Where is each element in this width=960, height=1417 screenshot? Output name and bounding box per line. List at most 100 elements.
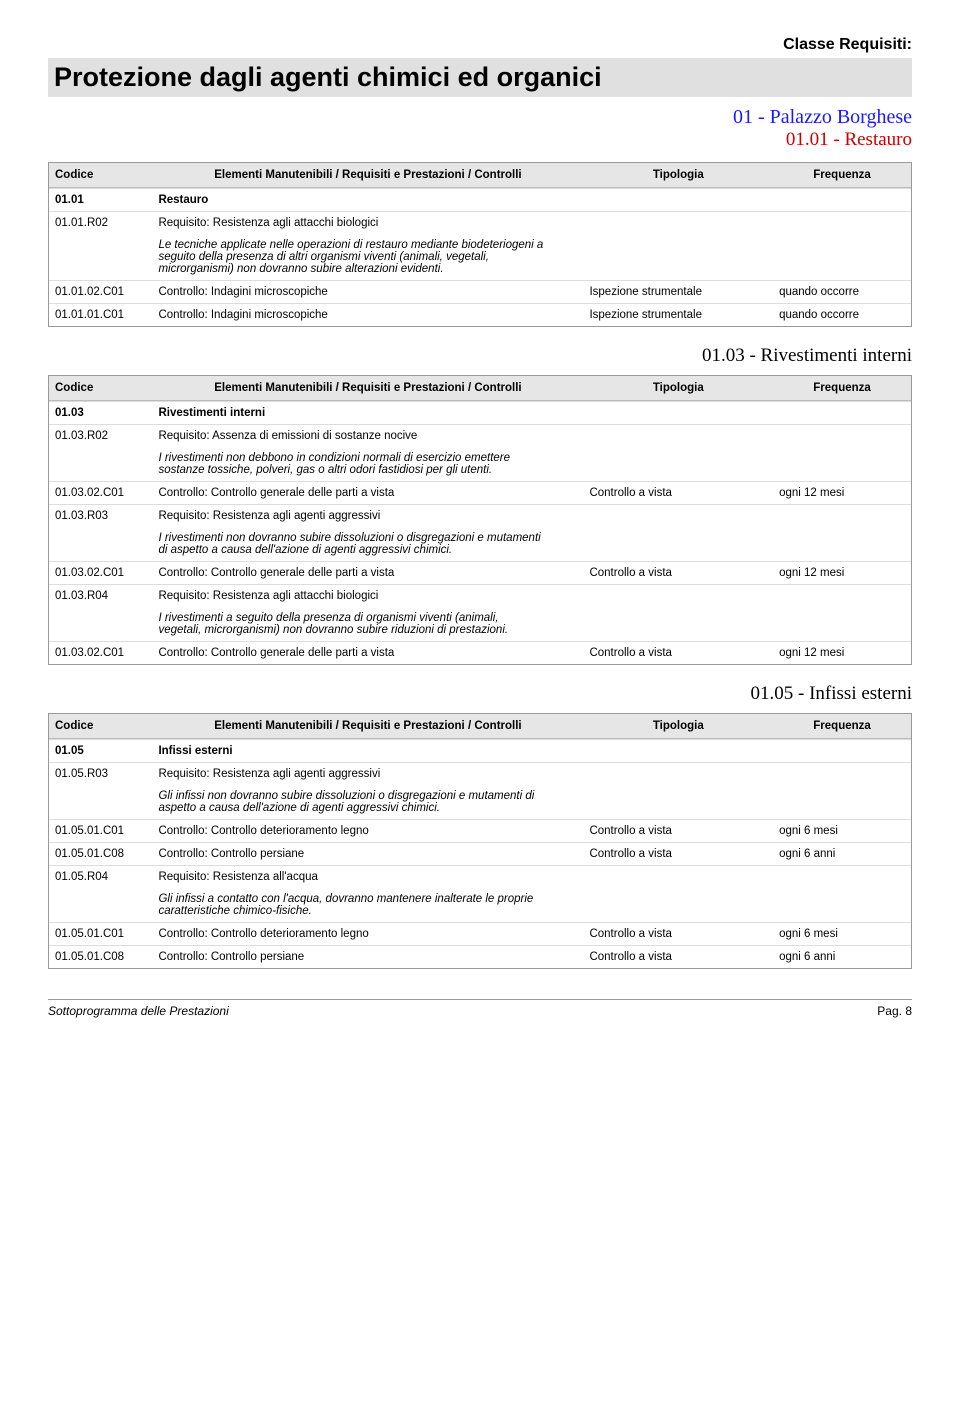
palazzo-line: 01 - Palazzo Borghese bbox=[48, 105, 912, 129]
subtitle-block: 01 - Palazzo Borghese 01.01 - Restauro bbox=[48, 105, 912, 152]
cell-description: Controllo: Controllo generale delle part… bbox=[152, 481, 583, 504]
sections-container: CodiceElementi Manutenibili / Requisiti … bbox=[48, 162, 912, 969]
cell-frequenza bbox=[773, 424, 911, 447]
table-row: I rivestimenti a seguito della presenza … bbox=[49, 607, 911, 641]
cell-description: Controllo: Indagini microscopiche bbox=[152, 303, 583, 326]
cell-tipologia: Controllo a vista bbox=[583, 819, 773, 842]
table-row: 01.03.02.C01Controllo: Controllo general… bbox=[49, 481, 911, 504]
cell-tipologia: Controllo a vista bbox=[583, 641, 773, 664]
table-row: 01.03.R04Requisito: Resistenza agli atta… bbox=[49, 584, 911, 607]
table-row: Le tecniche applicate nelle operazioni d… bbox=[49, 234, 911, 280]
table-row: 01.01.01.C01Controllo: Indagini microsco… bbox=[49, 303, 911, 326]
cell-code: 01.01 bbox=[49, 188, 152, 211]
table-row: 01.05.R04Requisito: Resistenza all'acqua bbox=[49, 865, 911, 888]
cell-frequenza bbox=[773, 211, 911, 234]
col-header-elementi: Elementi Manutenibili / Requisiti e Pres… bbox=[152, 163, 583, 188]
cell-empty bbox=[773, 785, 911, 819]
cell-empty bbox=[773, 607, 911, 641]
cell-frequenza: ogni 12 mesi bbox=[773, 641, 911, 664]
cell-code: 01.05 bbox=[49, 739, 152, 762]
col-header-frequenza: Frequenza bbox=[773, 163, 911, 188]
cell-empty bbox=[49, 234, 152, 280]
cell-code: 01.01.R02 bbox=[49, 211, 152, 234]
cell-description: Requisito: Resistenza agli agenti aggres… bbox=[152, 762, 583, 785]
col-header-tipologia: Tipologia bbox=[583, 376, 773, 401]
table-row: 01.03.R03Requisito: Resistenza agli agen… bbox=[49, 504, 911, 527]
cell-empty bbox=[583, 607, 773, 641]
cell-empty bbox=[583, 527, 773, 561]
cell-empty bbox=[583, 234, 773, 280]
table-row: I rivestimenti non debbono in condizioni… bbox=[49, 447, 911, 481]
cell-frequenza: ogni 6 mesi bbox=[773, 922, 911, 945]
cell-description: Controllo: Controllo generale delle part… bbox=[152, 641, 583, 664]
table-row: 01.03.R02Requisito: Assenza di emissioni… bbox=[49, 424, 911, 447]
cell-frequenza bbox=[773, 401, 911, 424]
cell-empty bbox=[773, 888, 911, 922]
cell-description: Gli infissi non dovranno subire dissoluz… bbox=[152, 785, 583, 819]
table-row: 01.05.01.C01Controllo: Controllo deterio… bbox=[49, 922, 911, 945]
cell-description: Controllo: Controllo generale delle part… bbox=[152, 561, 583, 584]
cell-empty bbox=[773, 447, 911, 481]
cell-code: 01.03.R03 bbox=[49, 504, 152, 527]
cell-frequenza: quando occorre bbox=[773, 303, 911, 326]
table-row: 01.05.R03Requisito: Resistenza agli agen… bbox=[49, 762, 911, 785]
page-footer: Sottoprogramma delle Prestazioni Pag. 8 bbox=[48, 999, 912, 1018]
cell-tipologia: Controllo a vista bbox=[583, 922, 773, 945]
cell-description: Restauro bbox=[152, 188, 583, 211]
cell-tipologia: Ispezione strumentale bbox=[583, 280, 773, 303]
cell-empty bbox=[583, 888, 773, 922]
cell-description: Controllo: Indagini microscopiche bbox=[152, 280, 583, 303]
cell-code: 01.01.01.C01 bbox=[49, 303, 152, 326]
section-heading: 01.05 - Infissi esterni bbox=[48, 683, 912, 705]
cell-code: 01.01.02.C01 bbox=[49, 280, 152, 303]
requirements-table: CodiceElementi Manutenibili / Requisiti … bbox=[48, 713, 912, 969]
table-row: I rivestimenti non dovranno subire disso… bbox=[49, 527, 911, 561]
cell-description: I rivestimenti non debbono in condizioni… bbox=[152, 447, 583, 481]
col-header-codice: Codice bbox=[49, 163, 152, 188]
cell-tipologia bbox=[583, 865, 773, 888]
cell-description: Le tecniche applicate nelle operazioni d… bbox=[152, 234, 583, 280]
cell-description: Infissi esterni bbox=[152, 739, 583, 762]
cell-frequenza: ogni 12 mesi bbox=[773, 561, 911, 584]
section-heading: 01.03 - Rivestimenti interni bbox=[48, 345, 912, 367]
cell-tipologia: Ispezione strumentale bbox=[583, 303, 773, 326]
cell-tipologia bbox=[583, 504, 773, 527]
cell-frequenza: ogni 6 anni bbox=[773, 945, 911, 968]
restauro-line: 01.01 - Restauro bbox=[48, 129, 912, 152]
cell-description: Rivestimenti interni bbox=[152, 401, 583, 424]
cell-description: Controllo: Controllo persiane bbox=[152, 842, 583, 865]
col-header-frequenza: Frequenza bbox=[773, 714, 911, 739]
col-header-codice: Codice bbox=[49, 376, 152, 401]
cell-tipologia bbox=[583, 211, 773, 234]
cell-code: 01.03.R02 bbox=[49, 424, 152, 447]
cell-description: Requisito: Resistenza agli agenti aggres… bbox=[152, 504, 583, 527]
table-row: 01.05Infissi esterni bbox=[49, 739, 911, 762]
cell-description: Requisito: Resistenza agli attacchi biol… bbox=[152, 211, 583, 234]
cell-empty bbox=[49, 888, 152, 922]
cell-tipologia: Controllo a vista bbox=[583, 481, 773, 504]
cell-tipologia: Controllo a vista bbox=[583, 842, 773, 865]
cell-description: Gli infissi a contatto con l'acqua, dovr… bbox=[152, 888, 583, 922]
cell-tipologia bbox=[583, 188, 773, 211]
cell-tipologia: Controllo a vista bbox=[583, 945, 773, 968]
col-header-codice: Codice bbox=[49, 714, 152, 739]
cell-description: Requisito: Resistenza all'acqua bbox=[152, 865, 583, 888]
cell-empty bbox=[49, 607, 152, 641]
col-header-tipologia: Tipologia bbox=[583, 163, 773, 188]
col-header-tipologia: Tipologia bbox=[583, 714, 773, 739]
cell-frequenza: quando occorre bbox=[773, 280, 911, 303]
cell-description: I rivestimenti non dovranno subire disso… bbox=[152, 527, 583, 561]
requirements-table: CodiceElementi Manutenibili / Requisiti … bbox=[48, 375, 912, 665]
cell-frequenza: ogni 12 mesi bbox=[773, 481, 911, 504]
cell-tipologia bbox=[583, 424, 773, 447]
cell-frequenza bbox=[773, 504, 911, 527]
col-header-elementi: Elementi Manutenibili / Requisiti e Pres… bbox=[152, 376, 583, 401]
requirements-table: CodiceElementi Manutenibili / Requisiti … bbox=[48, 162, 912, 327]
table-row: 01.05.01.C08Controllo: Controllo persian… bbox=[49, 945, 911, 968]
cell-code: 01.05.01.C08 bbox=[49, 945, 152, 968]
table-row: 01.03.02.C01Controllo: Controllo general… bbox=[49, 561, 911, 584]
cell-tipologia bbox=[583, 739, 773, 762]
cell-code: 01.05.R04 bbox=[49, 865, 152, 888]
table-row: Gli infissi a contatto con l'acqua, dovr… bbox=[49, 888, 911, 922]
table-row: 01.01.02.C01Controllo: Indagini microsco… bbox=[49, 280, 911, 303]
